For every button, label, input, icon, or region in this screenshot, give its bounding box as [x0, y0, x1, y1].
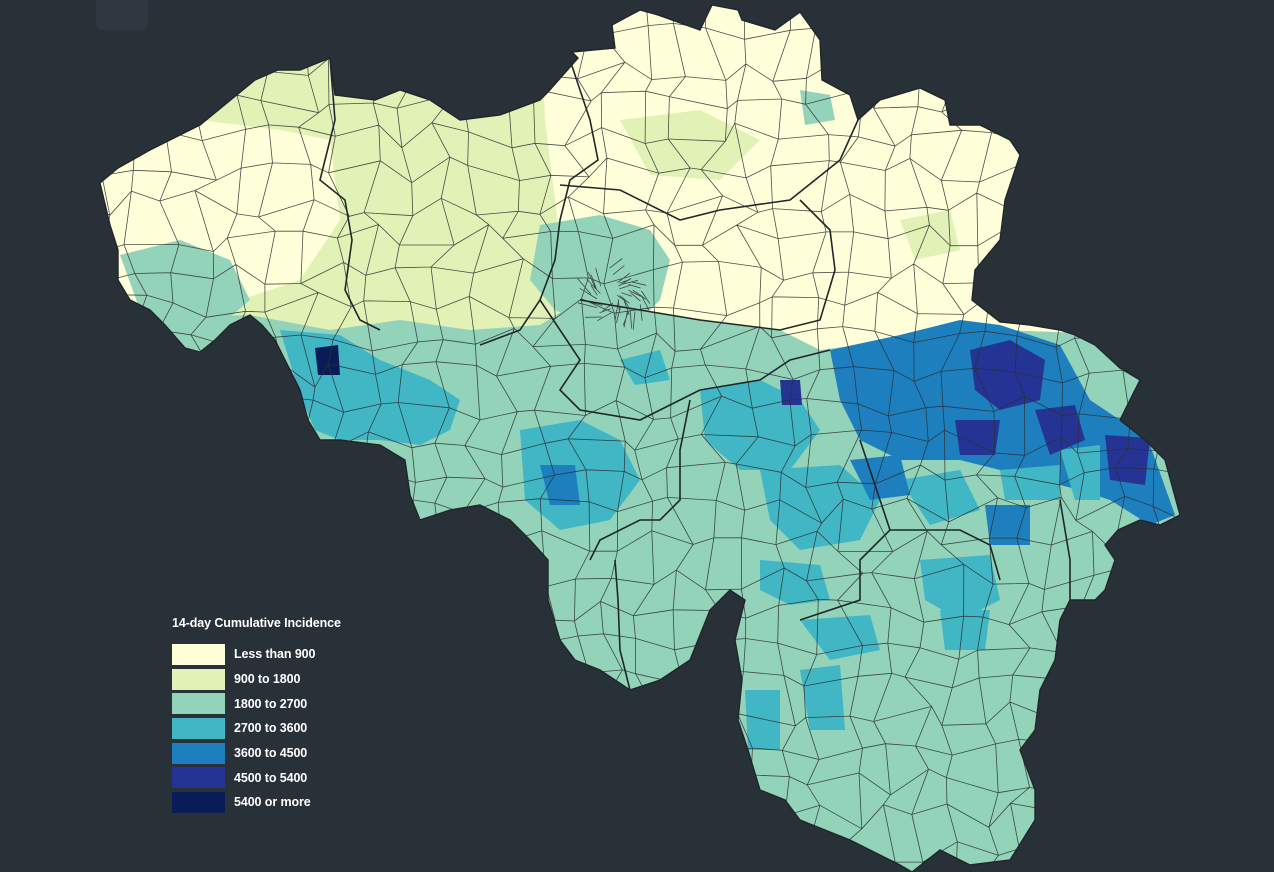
legend-swatch — [172, 693, 225, 715]
province-borders — [319, 57, 1071, 691]
legend-label: 4500 to 5400 — [234, 770, 308, 785]
legend-item: 4500 to 5400 — [172, 765, 392, 790]
belgium-outline — [99, 4, 1181, 872]
legend-swatch — [172, 717, 225, 739]
legend-item: 5400 or more — [172, 790, 392, 815]
corner-artifact — [96, 0, 148, 30]
legend-item: 3600 to 4500 — [172, 741, 392, 766]
legend-swatch — [172, 668, 225, 690]
legend-label: 2700 to 3600 — [234, 721, 308, 736]
legend-label: 3600 to 4500 — [234, 746, 308, 761]
legend-swatch — [172, 742, 225, 764]
legend-label: Less than 900 — [234, 647, 316, 662]
legend-swatch — [172, 791, 225, 813]
legend-item: 900 to 1800 — [172, 667, 392, 692]
legend-title: 14-day Cumulative Incidence — [172, 616, 341, 630]
legend-label: 900 to 1800 — [234, 672, 301, 687]
legend-item: 1800 to 2700 — [172, 691, 392, 716]
legend-swatch — [172, 643, 225, 665]
legend-label: 1800 to 2700 — [234, 696, 308, 711]
legend-label: 5400 or more — [234, 795, 311, 810]
legend-swatch — [172, 767, 225, 789]
legend-item: 2700 to 3600 — [172, 716, 392, 741]
legend: 14-day Cumulative Incidence Less than 90… — [172, 616, 392, 815]
legend-item: Less than 900 — [172, 642, 392, 667]
